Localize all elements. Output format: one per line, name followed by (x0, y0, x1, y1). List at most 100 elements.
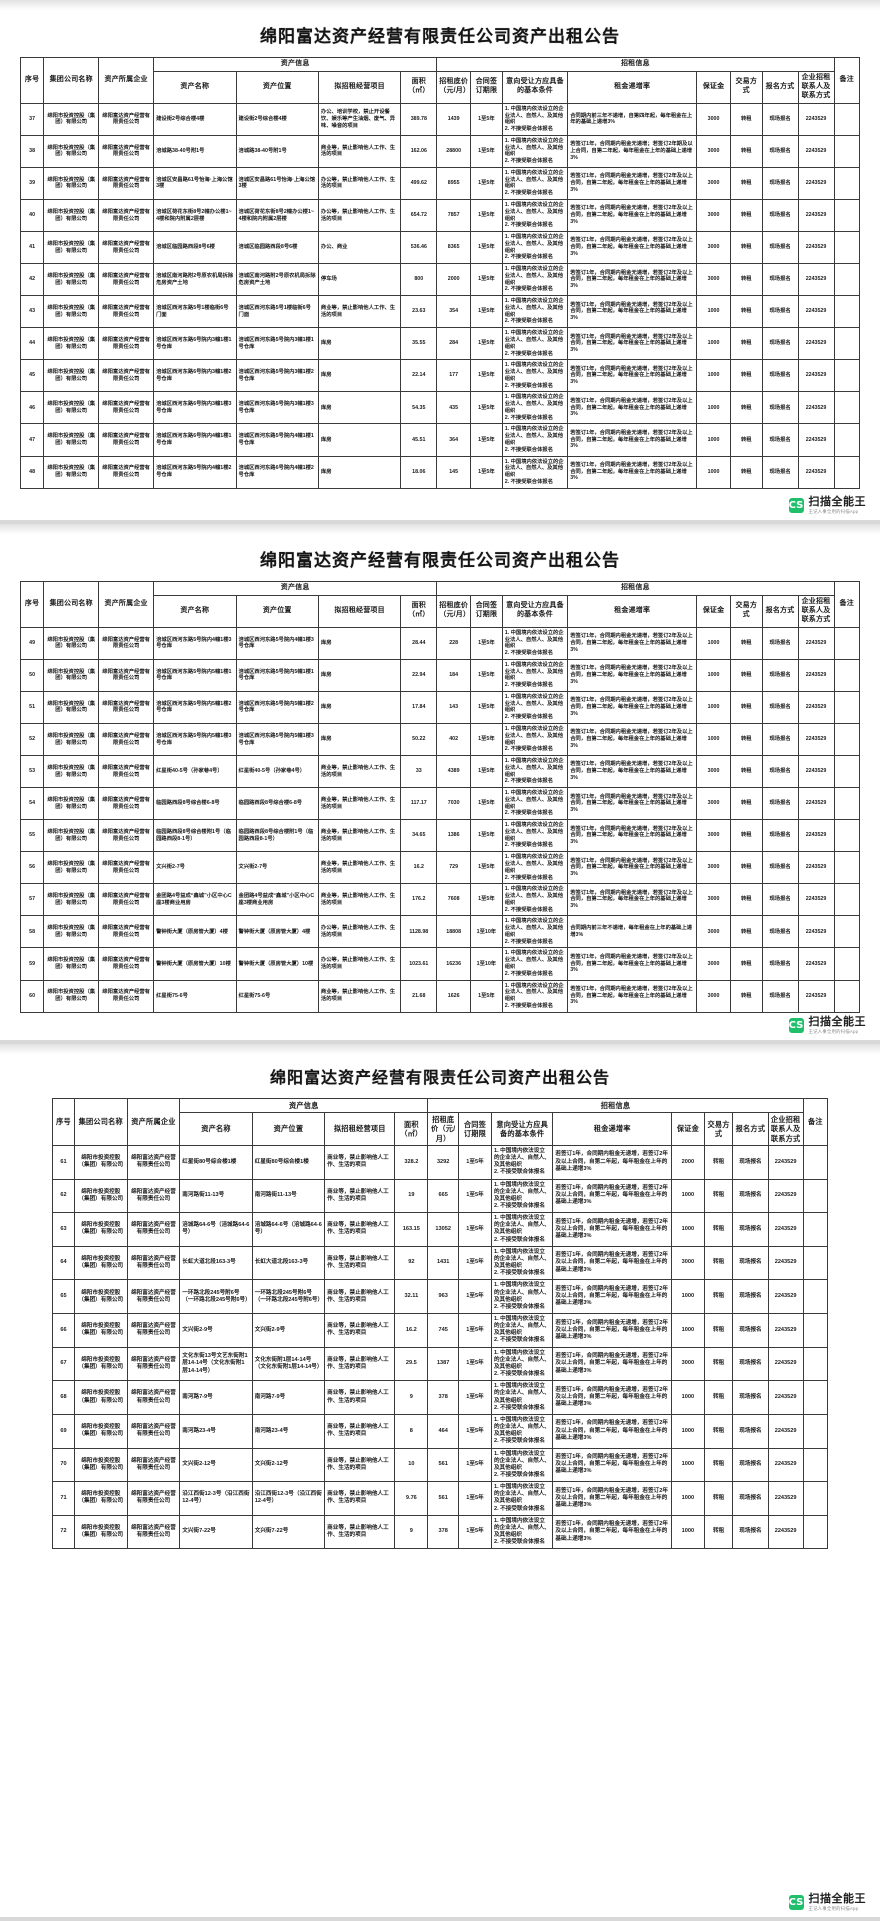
cell-business-scope: 商业等，禁止影响他人工作、生活的项目 (317, 979, 402, 1013)
cell-deposit: 1000 (670, 1447, 705, 1483)
cell-contract-term: 1至5年 (470, 166, 503, 201)
cell-conditions: 1. 中国境内依法设立的企业法人、自然人、及其他组织 2. 不接受联合体报名 (490, 1178, 554, 1214)
cell-escalation: 若签订1年，合同期内租金无递增，若签订2年及以上合同，自第二年起，每年租金在上年… (552, 1514, 672, 1550)
th-signup-mode: 报名方式 (761, 594, 799, 628)
cell-seq: 70 (52, 1447, 75, 1483)
cell-contact: 2243529 (767, 1245, 804, 1281)
cell-remark (833, 359, 861, 393)
th-contract-term: 合同签订期限 (458, 1112, 492, 1146)
cell-conditions: 1. 中国境内依法设立的企业法人、自然人、及其他组织 2. 不接受联合体报名 (501, 102, 569, 136)
cell-business-scope: 办公等，禁止影响他人工作、生活的项目 (317, 198, 402, 233)
cell-base-price: 177 (436, 359, 472, 393)
cell-asset-name: 涪城区西河东路5号1楼临街6号门面 (153, 295, 237, 329)
cell-owner-enterprise: 绵阳富达资产经营有限责任公司 (126, 1178, 181, 1214)
cell-escalation: 若签订1年，合同期内租金无递增，若签订2年及以上合同，自第二年起，每年租金在上年… (567, 166, 698, 201)
watermark-title: 扫描全能王 (808, 1892, 866, 1905)
cell-trade-mode: 转租 (729, 198, 763, 233)
cell-owner-enterprise: 绵阳富达资产经营有限责任公司 (126, 1144, 181, 1180)
table-row: 50 绵阳市投资控股（集团）有限公司 绵阳富达资产经营有限责任公司 涪城区西河东路5号… (19, 658, 861, 692)
cell-conditions: 1. 中国境内依法设立的企业法人、自然人、及其他组织 2. 不接受联合体报名 (490, 1514, 554, 1550)
cell-asset-name: 临园路西段8号综合楼6-8号 (153, 787, 237, 821)
cell-area: 54.35 (400, 391, 438, 425)
cell-asset-location: 南河路7-9号 (251, 1380, 326, 1415)
cell-contract-term: 1至5年 (458, 1279, 492, 1314)
cell-deposit: 1000 (670, 1212, 705, 1247)
cell-contract-term: 1至5年 (458, 1245, 492, 1281)
cell-trade-mode: 转租 (703, 1245, 734, 1281)
cell-owner-enterprise: 绵阳富达资产经营有限责任公司 (126, 1380, 181, 1415)
th-base-price: 招租底价（元/月） (436, 70, 472, 104)
cell-asset-location: 红星街40-5号（孙家巷4号） (235, 755, 319, 789)
cell-area: 45.51 (400, 423, 438, 457)
cell-contact: 2243529 (797, 915, 835, 949)
cell-escalation: 若签订1年，合同期内租金无递增，若签订2年及以上合同，自第二年起，每年租金在上年… (567, 883, 698, 917)
cell-deposit: 1000 (670, 1413, 705, 1449)
cell-seq: 41 (19, 231, 45, 265)
cell-remark (833, 755, 861, 789)
cell-conditions: 1. 中国境内依法设立的企业法人、自然人、及其他组织 2. 不接受联合体报名 (501, 690, 569, 725)
cell-asset-location: 警钟街大厦（原房管大厦）4楼 (235, 915, 319, 949)
cell-conditions: 1. 中国境内依法设立的企业法人、自然人、及其他组织 2. 不接受联合体报名 (490, 1245, 554, 1281)
cell-area: 8 (394, 1413, 429, 1449)
cell-remark (833, 263, 861, 297)
cell-conditions: 1. 中国境内依法设立的企业法人、自然人、及其他组织 2. 不接受联合体报名 (501, 851, 569, 885)
cell-area: 176.2 (400, 883, 438, 917)
cell-trade-mode: 转租 (729, 947, 763, 981)
cell-deposit: 3000 (696, 198, 731, 233)
cell-asset-name: 涪城区西河东路6号院内3幢1楼2号仓库 (153, 359, 237, 393)
th-asset-location: 资产位置 (235, 594, 319, 628)
cell-asset-name: 南河路7-9号 (179, 1380, 253, 1415)
cell-contract-term: 1至5年 (470, 455, 503, 489)
cell-base-price: 28800 (436, 134, 472, 168)
cell-asset-location: 涪城区西河东路5号院内3幢1楼1号仓库 (235, 327, 319, 361)
cell-asset-location: 沿江西街12-3号（沿江西街12-4号） (251, 1481, 326, 1516)
cell-base-price: 729 (436, 851, 472, 885)
cell-group-company: 绵阳市投资控股（集团）有限公司 (43, 423, 100, 457)
cell-escalation: 若签订1年，合同期内租金无递增，若签订2年及以上合同，自第二年起，每年租金在上年… (567, 359, 698, 393)
cell-base-price: 16236 (436, 947, 472, 981)
cell-remark (833, 166, 861, 201)
cell-asset-location: 涪城区临园路西段8号6楼 (235, 231, 319, 265)
cell-escalation: 若签订1年，合同期内租金无递增，若签订2年及以上合同，自第二年起，每年租金在上年… (567, 947, 698, 981)
cell-area: 34.65 (400, 819, 438, 853)
cell-signup-mode: 现场报名 (761, 359, 799, 393)
table-row: 64 绵阳市投资控股（集团）有限公司 绵阳富达资产经营有限责任公司 长虹大道北段163… (52, 1245, 829, 1281)
cell-trade-mode: 转租 (729, 690, 763, 725)
th-group-company: 集团公司名称 (43, 581, 100, 628)
cell-area: 654.72 (400, 198, 438, 233)
cell-contract-term: 1至5年 (470, 851, 503, 885)
cell-trade-mode: 转租 (729, 134, 763, 168)
th-business-scope: 拟招租经营项目 (317, 594, 402, 628)
cell-owner-enterprise: 绵阳富达资产经营有限责任公司 (98, 947, 155, 981)
table-row: 52 绵阳市投资控股（集团）有限公司 绵阳富达资产经营有限责任公司 涪城区西河东路5号… (19, 722, 861, 757)
cell-remark (802, 1346, 829, 1382)
cell-deposit: 3000 (670, 1245, 705, 1281)
cell-asset-name: 红星街40-5号（孙家巷4号） (153, 755, 237, 789)
cell-conditions: 1. 中国境内依法设立的企业法人、自然人、及其他组织 2. 不接受联合体报名 (490, 1447, 554, 1483)
table-row: 40 绵阳市投资控股（集团）有限公司 绵阳富达资产经营有限责任公司 涪城区荷花东街8号… (19, 198, 861, 233)
cell-remark (802, 1481, 829, 1516)
th-contract-term: 合同签订期限 (470, 70, 503, 104)
cell-contract-term: 1至5年 (470, 658, 503, 692)
cell-owner-enterprise: 绵阳富达资产经营有限责任公司 (98, 851, 155, 885)
cell-area: 35.55 (400, 327, 438, 361)
cell-business-scope: 停车场 (317, 263, 402, 297)
cell-base-price: 18808 (436, 915, 472, 949)
cell-signup-mode: 现场报名 (761, 915, 799, 949)
cell-base-price: 745 (427, 1313, 460, 1348)
cell-contact: 2243529 (797, 883, 835, 917)
camscanner-logo-icon: CS (788, 497, 804, 513)
cell-asset-name: 涪城区西河东路5号院内4幢1楼3号仓库 (153, 626, 237, 660)
table-row: 48 绵阳市投资控股（集团）有限公司 绵阳富达资产经营有限责任公司 涪城区西河东路5号… (19, 455, 861, 489)
cell-contact: 2243529 (797, 722, 835, 757)
cell-escalation: 若签订1年，合同期内租金无递增，若签订2年及以上合同，自第二年起，每年租金在上年… (567, 722, 698, 757)
cell-signup-mode: 现场报名 (732, 1279, 769, 1314)
th-trade-mode: 交易方式 (729, 70, 763, 104)
cell-escalation: 若签订1年，合同期内租金无递增，若签订2年及以上合同，自第二年起，每年租金在上年… (552, 1380, 672, 1415)
cell-contract-term: 1至5年 (458, 1413, 492, 1449)
cell-trade-mode: 转租 (729, 455, 763, 489)
cell-group-company: 绵阳市投资控股（集团）有限公司 (43, 819, 100, 853)
cell-contract-term: 1至5年 (458, 1212, 492, 1247)
cell-base-price: 4389 (436, 755, 472, 789)
